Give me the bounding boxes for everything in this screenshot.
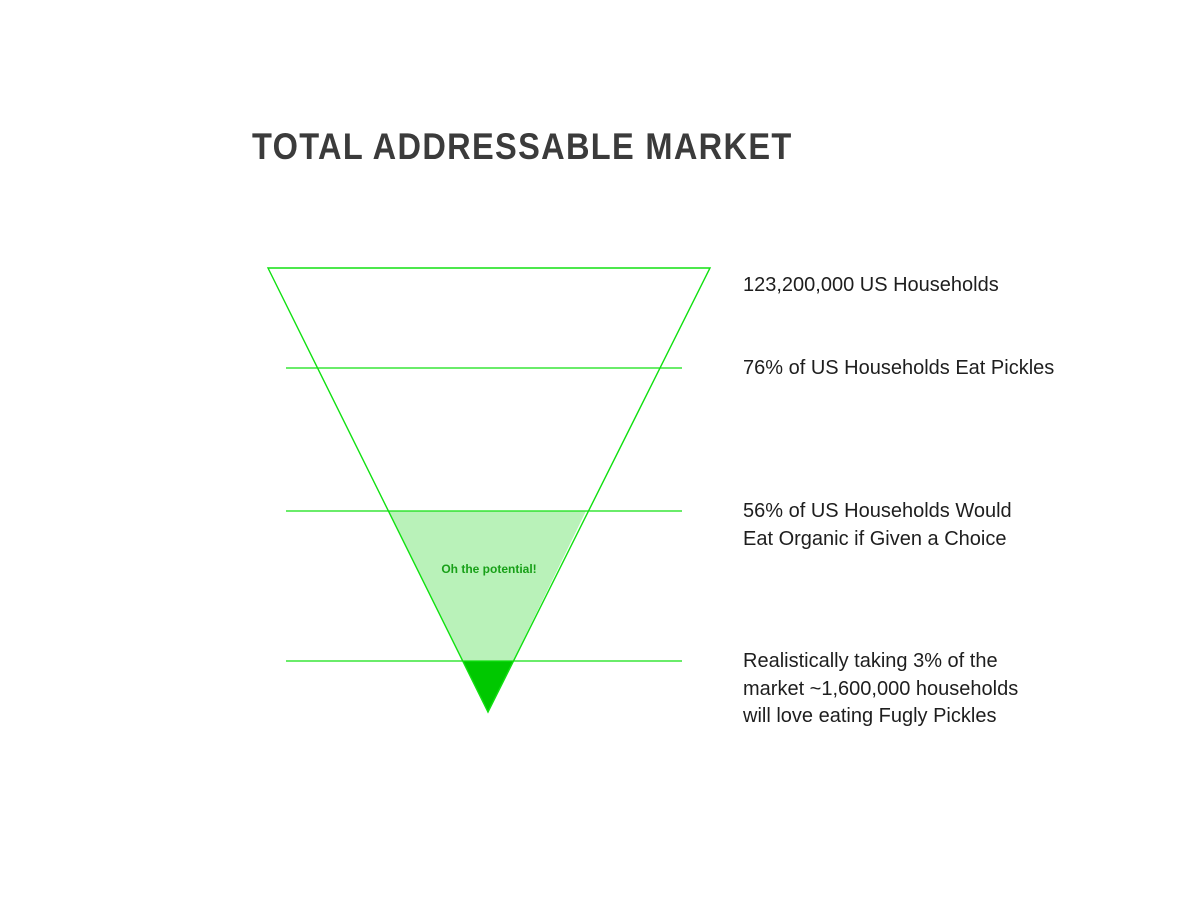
tier-label-pickle-eaters: 76% of US Households Eat Pickles [743,357,1055,379]
potential-market-band [389,511,586,661]
target-market-band [463,661,513,712]
funnel-outline [266,267,712,714]
page-title: TOTAL ADDRESSABLE MARKET [252,126,793,167]
tier-label-total-households: 123,200,000 US Households [743,274,999,296]
potential-label: Oh the potential! [441,562,536,576]
tier-label-target-share: Realistically taking 3% of the market ~1… [743,650,1019,727]
tier-label-organic-buyers: 56% of US Households Would Eat Organic i… [743,500,1012,550]
